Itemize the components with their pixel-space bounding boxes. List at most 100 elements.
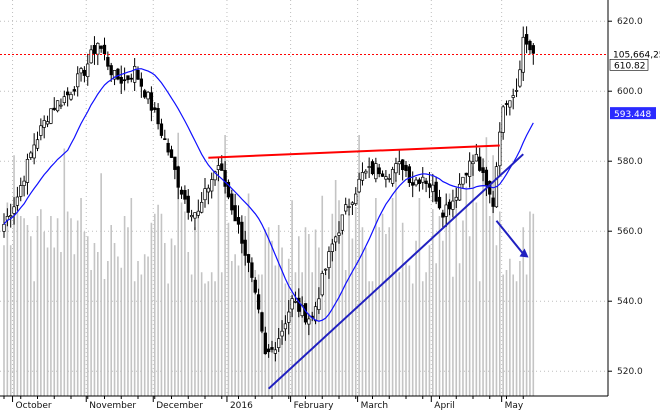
volume-bar <box>187 252 190 396</box>
candle <box>427 172 432 199</box>
last-price-tag <box>609 59 649 71</box>
y-tick-label: 520.0 <box>617 367 643 377</box>
candle-body <box>22 180 26 186</box>
month-label: October <box>16 401 52 411</box>
candle-body <box>92 45 97 54</box>
candle-body <box>200 201 204 213</box>
candle <box>25 153 30 195</box>
volume-bar <box>197 218 200 396</box>
candle <box>317 287 321 314</box>
candle-body <box>357 178 361 193</box>
candle <box>260 311 264 334</box>
volume-bar <box>204 283 206 396</box>
candle <box>22 175 26 197</box>
volume-bar <box>448 193 451 396</box>
candle <box>390 166 395 187</box>
candle-body <box>89 49 93 64</box>
volume-bar <box>254 270 257 396</box>
volume-bar <box>63 148 66 396</box>
candle-body <box>481 167 485 174</box>
candle <box>133 58 137 91</box>
y-tick-label: 540.0 <box>617 297 643 307</box>
candle-body <box>514 90 519 92</box>
candle-body <box>179 189 184 195</box>
volume-bar <box>227 222 230 396</box>
volume-bar <box>488 216 491 396</box>
volume-bar <box>100 173 102 396</box>
candle-body <box>133 66 137 83</box>
candle <box>414 176 418 187</box>
month-label: December <box>156 401 203 411</box>
candle-body <box>226 181 231 198</box>
candle <box>514 78 519 98</box>
candle-body <box>464 172 468 176</box>
volume-bar <box>435 263 437 396</box>
candle <box>437 189 442 210</box>
candle <box>277 328 281 352</box>
candle-body <box>478 156 482 171</box>
volume-bar <box>519 261 521 396</box>
candle <box>62 90 66 106</box>
volume-bar <box>234 254 236 396</box>
candle-body <box>334 236 338 243</box>
candle <box>287 300 291 335</box>
candle <box>146 90 150 104</box>
candle <box>320 270 324 297</box>
month-label: February <box>294 401 335 411</box>
candle <box>401 159 405 181</box>
candle-body <box>293 301 298 303</box>
candle <box>394 157 398 182</box>
candle <box>169 145 174 158</box>
volume-bar <box>509 258 511 396</box>
candle <box>89 45 93 64</box>
volume-bar <box>465 186 468 396</box>
candle <box>203 178 207 208</box>
volume-bar <box>184 211 186 396</box>
candle <box>380 170 385 177</box>
volume-bar <box>120 267 123 396</box>
candle-body <box>374 163 378 180</box>
candle-body <box>193 212 197 219</box>
candle <box>236 205 241 234</box>
candle-body <box>119 76 123 84</box>
candle <box>323 268 328 276</box>
volume-bar <box>164 243 166 396</box>
candle-body <box>183 190 187 200</box>
volume-bar <box>418 198 421 396</box>
candle <box>189 209 194 222</box>
candle <box>156 103 160 130</box>
candle-body <box>166 142 170 153</box>
candle-body <box>223 170 227 187</box>
candle <box>210 172 214 199</box>
candle <box>461 176 465 189</box>
candle-body <box>434 181 438 202</box>
candle-body <box>330 243 334 252</box>
month-label: 2016 <box>230 401 253 411</box>
candle-body <box>313 306 318 322</box>
candle-body <box>267 348 271 353</box>
volume-bar <box>194 227 196 396</box>
candle <box>69 91 73 101</box>
candle-body <box>421 176 425 183</box>
volume-bar <box>452 276 454 396</box>
candle-body <box>99 45 103 49</box>
volume-bar <box>137 261 139 396</box>
blue-trendline <box>267 153 524 390</box>
candle <box>119 65 123 94</box>
candle-body <box>163 138 167 141</box>
candle <box>29 150 33 160</box>
candle <box>109 62 113 82</box>
candle <box>451 189 455 218</box>
candle-body <box>196 210 200 216</box>
candle-body <box>149 92 154 111</box>
volume-bar <box>23 218 25 396</box>
volume-bar <box>348 213 350 396</box>
volume-bar <box>30 236 32 396</box>
candle-body <box>263 332 267 355</box>
candle <box>256 288 261 314</box>
candle <box>367 157 371 178</box>
candle-body <box>213 171 217 181</box>
candle <box>307 313 311 336</box>
candle-body <box>233 205 237 222</box>
